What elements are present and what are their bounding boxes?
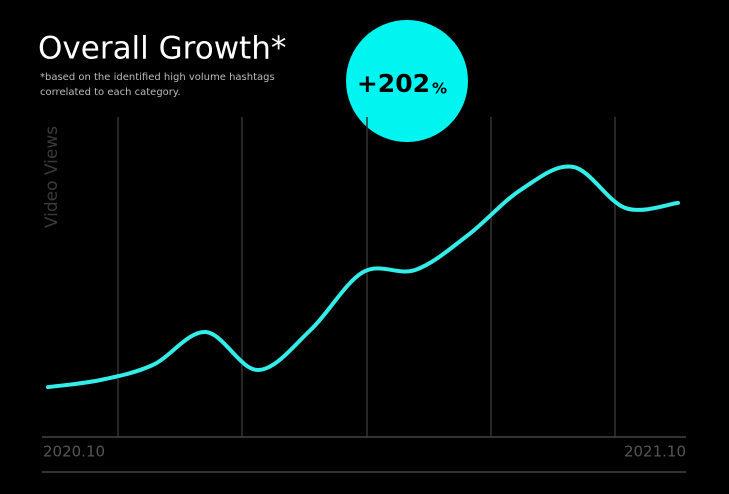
line (46, 164, 680, 390)
y-axis-label: Video Views (42, 126, 62, 228)
chart-title: Overall Growth* (38, 31, 286, 67)
x-tick-label: 2021.10 (624, 443, 686, 461)
badge (346, 20, 468, 142)
badge-unit: % (432, 80, 447, 98)
badge-value: +202 (357, 69, 430, 98)
x-tick-label: 2020.10 (43, 443, 105, 461)
subtitle-line: correlated to each category. (40, 87, 181, 98)
subtitle-line: *based on the identified high volume has… (40, 72, 275, 83)
